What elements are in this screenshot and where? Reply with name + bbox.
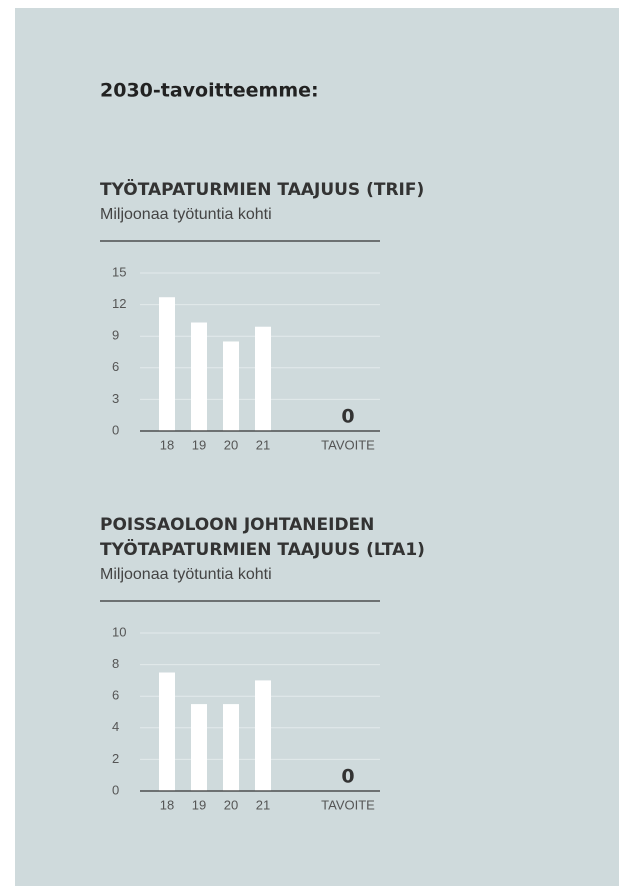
x-tick-label: 18 bbox=[160, 437, 174, 452]
y-tick-label: 12 bbox=[112, 296, 126, 311]
x-tick-label: 19 bbox=[192, 437, 206, 452]
y-tick-label: 4 bbox=[112, 719, 119, 734]
x-tick-label: 21 bbox=[256, 437, 270, 452]
x-tick-label: TAVOITE bbox=[321, 797, 375, 812]
y-tick-label: 10 bbox=[112, 624, 126, 639]
y-tick-label: 6 bbox=[112, 359, 119, 374]
x-tick-label: 18 bbox=[160, 797, 174, 812]
target-value-label: 0 bbox=[341, 766, 354, 788]
chart-subtitle: Miljoonaa työtuntia kohti bbox=[100, 566, 272, 583]
y-tick-label: 3 bbox=[112, 391, 119, 406]
y-tick-label: 0 bbox=[112, 422, 119, 437]
chart-title: TYÖTAPATURMIEN TAAJUUS (LTA1) bbox=[100, 538, 425, 560]
x-tick-label: 19 bbox=[192, 797, 206, 812]
chart-subtitle: Miljoonaa työtuntia kohti bbox=[100, 206, 272, 223]
y-tick-label: 0 bbox=[112, 782, 119, 797]
heading: 2030-tavoitteemme: bbox=[100, 80, 319, 102]
y-tick-label: 15 bbox=[112, 264, 126, 279]
bar bbox=[191, 322, 207, 431]
bar bbox=[159, 672, 175, 791]
chart-title: TYÖTAPATURMIEN TAAJUUS (TRIF) bbox=[100, 178, 424, 200]
target-value-label: 0 bbox=[341, 406, 354, 428]
bar bbox=[223, 341, 239, 431]
bar bbox=[255, 680, 271, 791]
y-tick-label: 9 bbox=[112, 328, 119, 343]
panel bbox=[15, 8, 619, 886]
bar bbox=[191, 704, 207, 791]
y-tick-label: 2 bbox=[112, 751, 119, 766]
x-tick-label: TAVOITE bbox=[321, 437, 375, 452]
y-tick-label: 6 bbox=[112, 688, 119, 703]
bar bbox=[159, 297, 175, 431]
y-tick-label: 8 bbox=[112, 656, 119, 671]
bar bbox=[223, 704, 239, 791]
x-tick-label: 20 bbox=[224, 797, 238, 812]
chart-title: POISSAOLOON JOHTANEIDEN bbox=[100, 515, 374, 535]
bar bbox=[255, 326, 271, 431]
x-tick-label: 20 bbox=[224, 437, 238, 452]
x-tick-label: 21 bbox=[256, 797, 270, 812]
